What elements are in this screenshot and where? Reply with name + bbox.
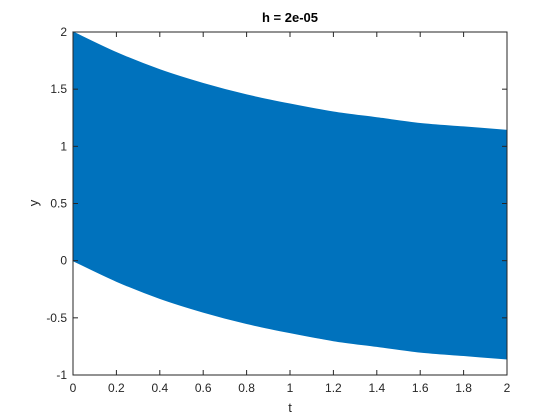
x-tick-label: 0.4 bbox=[151, 381, 168, 395]
x-tick-label: 0.6 bbox=[195, 381, 212, 395]
chart-title: h = 2e-05 bbox=[262, 10, 318, 25]
y-tick-label: 1.5 bbox=[50, 82, 67, 96]
x-axis-label: t bbox=[288, 400, 292, 415]
x-tick-label: 2 bbox=[504, 381, 511, 395]
y-tick-label: 0.5 bbox=[50, 197, 67, 211]
y-tick-label: 2 bbox=[60, 25, 67, 39]
x-tick-label: 0 bbox=[70, 381, 77, 395]
y-axis-ticks: -1 -0.5 0 0.5 1 1.5 2 bbox=[46, 25, 507, 382]
y-tick-label: 1 bbox=[60, 139, 67, 153]
x-tick-label: 1.4 bbox=[368, 381, 385, 395]
x-tick-label: 1.2 bbox=[325, 381, 342, 395]
y-tick-label: -1 bbox=[56, 368, 67, 382]
y-axis-label: y bbox=[26, 199, 41, 206]
y-tick-label: -0.5 bbox=[46, 311, 67, 325]
x-tick-label: 0.8 bbox=[238, 381, 255, 395]
x-tick-label: 1.6 bbox=[412, 381, 429, 395]
x-tick-label: 1 bbox=[287, 381, 294, 395]
y-tick-label: 0 bbox=[60, 254, 67, 268]
x-tick-label: 1.8 bbox=[455, 381, 472, 395]
x-tick-label: 0.2 bbox=[108, 381, 125, 395]
x-axis-ticks: 0 0.2 0.4 0.6 0.8 1 1.2 1.4 1.6 1.8 2 bbox=[70, 32, 511, 395]
